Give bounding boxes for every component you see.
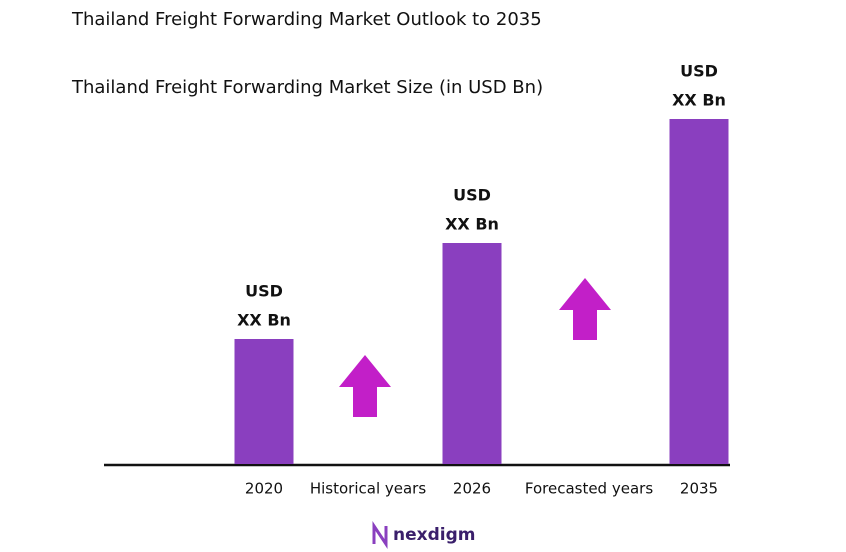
value-label: USD: [680, 62, 718, 81]
x-tick-label: 2035: [680, 480, 718, 498]
logo-text: nexdigm: [393, 525, 475, 545]
value-label: XX Bn: [672, 91, 726, 110]
logo: nexdigm: [372, 521, 475, 549]
value-label: XX Bn: [445, 215, 499, 234]
bar: [669, 119, 729, 464]
x-tick-label: 2026: [453, 480, 491, 498]
bar: [442, 243, 502, 464]
chart-title: Thailand Freight Forwarding Market Outlo…: [71, 9, 542, 30]
value-label: USD: [453, 186, 491, 205]
bar: [234, 339, 294, 464]
growth-arrow: [339, 355, 391, 417]
period-label: Historical years: [310, 480, 426, 498]
growth-arrow: [559, 278, 611, 340]
period-label: Forecasted years: [525, 480, 653, 498]
value-label: XX Bn: [237, 311, 291, 330]
x-tick-label: 2020: [245, 480, 283, 498]
chart-subtitle: Thailand Freight Forwarding Market Size …: [71, 77, 543, 98]
value-label: USD: [245, 282, 283, 301]
logo-mark: [372, 521, 388, 549]
